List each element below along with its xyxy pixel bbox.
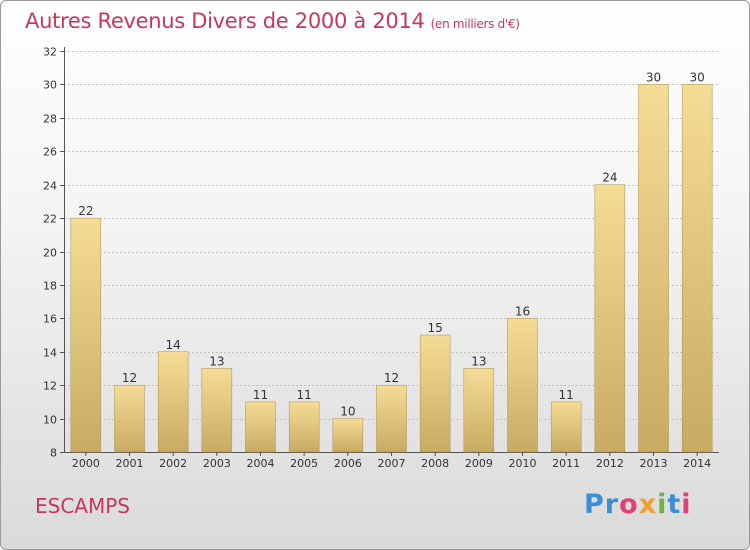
bar-value-label: 14 — [166, 338, 181, 352]
chart-title-main: Autres Revenus Divers de 2000 à 2014 — [25, 9, 425, 33]
bar-value-label: 13 — [471, 354, 486, 368]
y-tick-label: 20 — [43, 247, 57, 260]
x-tick-label: 2013 — [640, 457, 668, 470]
bar-value-label: 10 — [340, 405, 355, 419]
chart-title: Autres Revenus Divers de 2000 à 2014 (en … — [25, 9, 520, 33]
logo-letter: t — [667, 489, 682, 520]
y-tick-label: 10 — [43, 414, 57, 427]
bar — [681, 84, 713, 453]
logo-letter: i — [657, 489, 668, 520]
bar — [638, 84, 669, 453]
y-tick-label: 8 — [50, 447, 57, 460]
place-name: ESCAMPS — [35, 494, 130, 518]
x-tick-label: 2005 — [290, 457, 318, 470]
chart-title-unit: (en milliers d'€) — [430, 17, 520, 31]
proxiti-logo: Proxiti — [584, 489, 692, 520]
bar — [332, 418, 364, 453]
y-tick-label: 12 — [43, 380, 57, 393]
bar — [245, 401, 276, 453]
x-tick-label: 2000 — [72, 457, 100, 470]
bar — [463, 368, 495, 453]
x-tick-label: 2003 — [203, 457, 231, 470]
bar — [201, 368, 233, 453]
y-tick-label: 28 — [43, 113, 57, 126]
x-tick-label: 2006 — [334, 457, 362, 470]
x-tick-label: 2007 — [378, 457, 406, 470]
x-tick-label: 2014 — [683, 457, 711, 470]
logo-letter: o — [619, 489, 639, 520]
bar-value-label: 12 — [122, 371, 137, 385]
bar-value-label: 11 — [253, 388, 268, 402]
y-tick-label: 32 — [43, 46, 57, 59]
bar — [157, 351, 189, 453]
bar — [288, 401, 320, 453]
bar — [419, 334, 451, 453]
logo-letter: r — [604, 489, 620, 520]
y-tick-label: 18 — [43, 280, 57, 293]
x-tick-label: 2010 — [509, 457, 537, 470]
x-tick-label: 2002 — [159, 457, 187, 470]
x-tick-label: 2001 — [116, 457, 144, 470]
y-tick-label: 14 — [43, 347, 57, 360]
y-tick-label: 30 — [43, 79, 57, 92]
bar-value-label: 11 — [297, 388, 312, 402]
x-tick-label: 2011 — [552, 457, 580, 470]
y-tick-label: 24 — [43, 180, 57, 193]
x-tick-label: 2004 — [247, 457, 275, 470]
bar — [376, 384, 407, 453]
logo-letter: x — [638, 489, 658, 520]
logo-letter: P — [584, 489, 605, 520]
bar-value-label: 12 — [384, 371, 399, 385]
bar-value-label: 16 — [515, 304, 530, 318]
bar — [114, 384, 145, 453]
bar — [550, 401, 582, 453]
bar — [507, 318, 538, 453]
bar-value-label: 24 — [602, 171, 617, 185]
x-tick-label: 2008 — [421, 457, 449, 470]
logo-letter: i — [681, 489, 692, 520]
bar-value-label: 22 — [78, 204, 93, 218]
x-tick-label: 2009 — [465, 457, 493, 470]
bar-value-label: 13 — [209, 354, 224, 368]
bar — [594, 184, 626, 453]
bar — [70, 217, 102, 453]
bar-value-label: 30 — [690, 70, 705, 84]
x-tick-label: 2012 — [596, 457, 624, 470]
y-tick-label: 16 — [43, 313, 57, 326]
bar-value-label: 30 — [646, 70, 661, 84]
bar-value-label: 15 — [428, 321, 443, 335]
y-tick-label: 22 — [43, 213, 57, 226]
bar-value-label: 11 — [559, 388, 574, 402]
y-tick-label: 26 — [43, 146, 57, 159]
